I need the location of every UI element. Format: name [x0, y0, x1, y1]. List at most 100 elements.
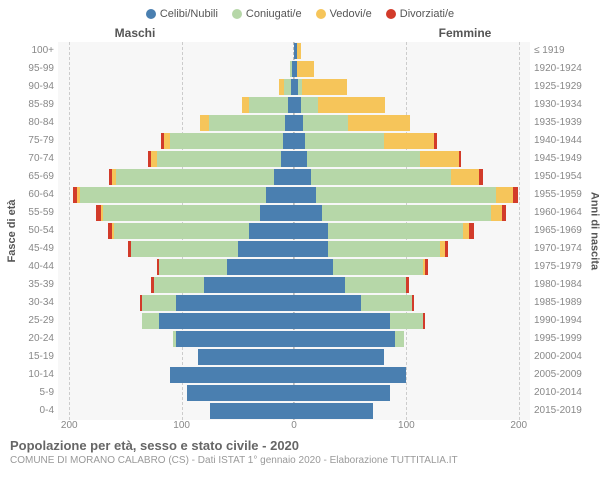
bar-female: [294, 385, 530, 401]
segment-coniugati: [154, 277, 205, 293]
segment-vedovi: [463, 223, 470, 239]
bar-male: [58, 403, 294, 419]
segment-vedovi: [200, 115, 209, 131]
age-label: 15-19: [28, 352, 54, 362]
pyramid-row: [58, 223, 530, 239]
chart-title: Popolazione per età, sesso e stato civil…: [10, 438, 590, 453]
segment-coniugati: [361, 295, 412, 311]
segment-celibi: [176, 295, 294, 311]
bar-female: [294, 241, 530, 257]
segment-coniugati: [390, 313, 424, 329]
bar-male: [58, 367, 294, 383]
segment-divorziati: [459, 151, 461, 167]
bar-male: [58, 169, 294, 185]
segment-celibi: [159, 313, 294, 329]
pyramid-row: [58, 187, 530, 203]
x-tick-label: 100: [173, 420, 190, 431]
segment-coniugati: [142, 313, 159, 329]
bar-female: [294, 349, 530, 365]
segment-divorziati: [425, 259, 427, 275]
age-label: 95-99: [28, 64, 54, 74]
segment-coniugati: [305, 133, 384, 149]
segment-coniugati: [333, 259, 423, 275]
legend-swatch: [386, 9, 396, 19]
age-label: 45-49: [28, 244, 54, 254]
segment-celibi: [187, 385, 294, 401]
bar-female: [294, 151, 530, 167]
segment-celibi: [260, 205, 294, 221]
age-label: 30-34: [28, 298, 54, 308]
age-label: 75-79: [28, 136, 54, 146]
segment-coniugati: [307, 151, 419, 167]
bar-male: [58, 241, 294, 257]
segment-celibi: [249, 223, 294, 239]
age-label: 40-44: [28, 262, 54, 272]
x-tick-label: 200: [61, 420, 78, 431]
pyramid-row: [58, 205, 530, 221]
bar-male: [58, 187, 294, 203]
segment-vedovi: [164, 133, 171, 149]
pyramid-row: [58, 367, 530, 383]
pyramid-row: [58, 349, 530, 365]
segment-celibi: [294, 367, 406, 383]
segment-celibi: [294, 385, 390, 401]
segment-celibi: [294, 187, 316, 203]
segment-vedovi: [242, 97, 249, 113]
pyramid-row: [58, 241, 530, 257]
pyramid-row: [58, 43, 530, 59]
segment-coniugati: [103, 205, 260, 221]
year-label: 1945-1949: [534, 154, 582, 164]
year-label: 1980-1984: [534, 280, 582, 290]
year-label: 2015-2019: [534, 406, 582, 416]
bar-male: [58, 79, 294, 95]
segment-celibi: [294, 403, 373, 419]
segment-celibi: [283, 133, 294, 149]
segment-divorziati: [469, 223, 473, 239]
bar-male: [58, 349, 294, 365]
bar-male: [58, 223, 294, 239]
segment-vedovi: [297, 43, 300, 59]
segment-celibi: [227, 259, 294, 275]
segment-celibi: [294, 151, 307, 167]
pyramid-row: [58, 331, 530, 347]
chart-container: Celibi/NubiliConiugati/eVedovi/eDivorzia…: [0, 0, 600, 500]
bar-female: [294, 115, 530, 131]
segment-celibi: [281, 151, 294, 167]
bar-male: [58, 43, 294, 59]
segment-coniugati: [80, 187, 265, 203]
bar-female: [294, 331, 530, 347]
year-label: 1990-1994: [534, 316, 582, 326]
age-label: 25-29: [28, 316, 54, 326]
bar-female: [294, 205, 530, 221]
segment-coniugati: [157, 151, 281, 167]
pyramid-row: [58, 79, 530, 95]
age-label: 80-84: [28, 118, 54, 128]
segment-celibi: [294, 259, 333, 275]
year-label: 1940-1944: [534, 136, 582, 146]
pyramid-row: [58, 313, 530, 329]
bar-male: [58, 115, 294, 131]
segment-coniugati: [316, 187, 496, 203]
segment-divorziati: [445, 241, 448, 257]
segment-vedovi: [384, 133, 435, 149]
segment-divorziati: [479, 169, 482, 185]
segment-coniugati: [116, 169, 273, 185]
bar-female: [294, 61, 530, 77]
year-label: 1955-1959: [534, 190, 582, 200]
pyramid-chart: Fasce di età Anni di nascita 100+95-9990…: [10, 42, 590, 420]
age-label: 0-4: [40, 406, 54, 416]
bar-male: [58, 385, 294, 401]
legend-swatch: [146, 9, 156, 19]
age-label: 55-59: [28, 208, 54, 218]
segment-coniugati: [209, 115, 285, 131]
age-label: 90-94: [28, 82, 54, 92]
segment-celibi: [198, 349, 294, 365]
segment-vedovi: [496, 187, 513, 203]
chart-subtitle: COMUNE DI MORANO CALABRO (CS) - Dati IST…: [10, 455, 590, 466]
legend-swatch: [232, 9, 242, 19]
legend-item: Vedovi/e: [316, 8, 372, 20]
bar-male: [58, 277, 294, 293]
bar-female: [294, 79, 530, 95]
segment-vedovi: [297, 61, 314, 77]
year-label: 2005-2009: [534, 370, 582, 380]
